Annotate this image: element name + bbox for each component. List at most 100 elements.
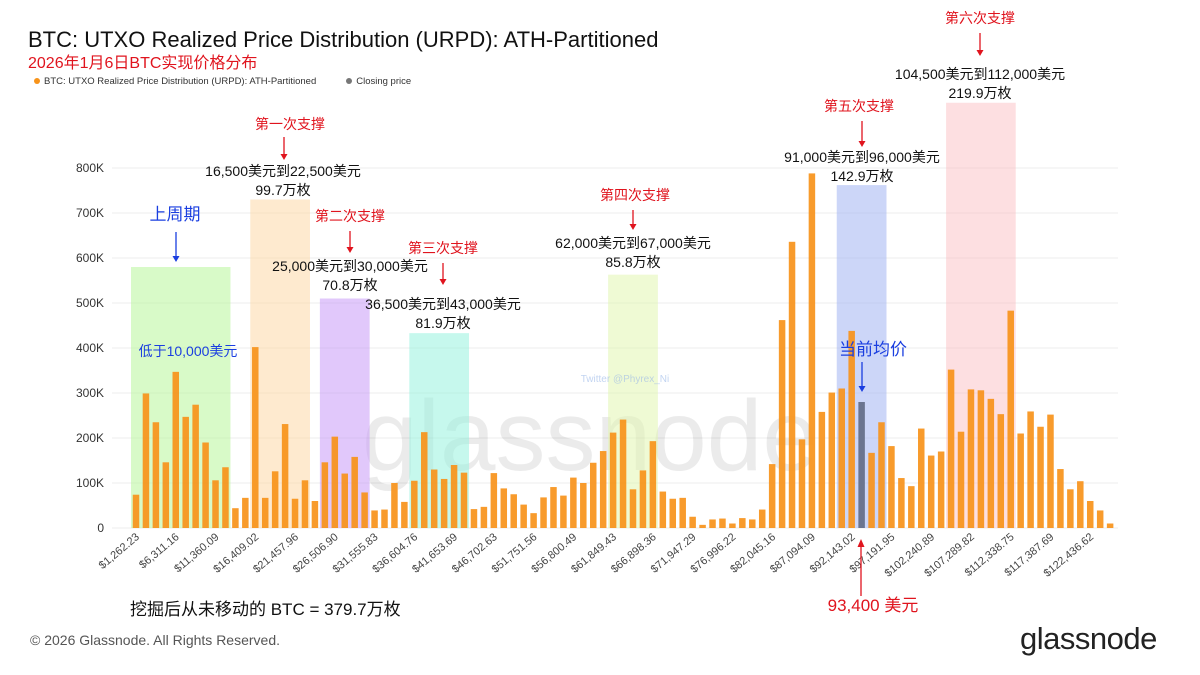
urpd-bar	[848, 330, 855, 528]
support-6-title: 第六次支撑	[945, 10, 1015, 26]
urpd-bar	[540, 497, 547, 528]
urpd-bar	[550, 487, 557, 528]
arrow-head-icon	[172, 256, 180, 262]
urpd-bar	[172, 371, 180, 528]
urpd-bar	[659, 491, 667, 528]
urpd-bar	[639, 470, 647, 528]
y-tick-label: 100K	[76, 476, 104, 490]
urpd-bar	[291, 498, 299, 528]
urpd-bar	[411, 480, 418, 528]
urpd-bar	[212, 480, 219, 528]
urpd-bar	[132, 494, 140, 528]
urpd-bar	[977, 390, 985, 528]
urpd-bar	[679, 497, 686, 528]
urpd-bar	[808, 173, 816, 528]
urpd-bar	[520, 504, 527, 528]
urpd-bar	[768, 464, 776, 528]
urpd-bar	[788, 241, 796, 529]
legend-dot-icon	[34, 78, 40, 85]
support-2-amount: 70.8万枚	[322, 277, 378, 293]
legend-dot-icon	[346, 78, 353, 85]
arrow-head-icon	[858, 386, 866, 392]
urpd-bar	[927, 455, 935, 528]
highlight-zone	[608, 274, 658, 528]
arrow-head-icon	[280, 154, 288, 160]
unmoved-btc-label: 挖掘后从未移动的 BTC = 379.7万枚	[130, 600, 401, 619]
urpd-bar	[470, 509, 478, 528]
urpd-bar	[908, 486, 915, 528]
support-4-range: 62,000美元到67,000美元	[555, 235, 711, 251]
support-3-range: 36,500美元到43,000美元	[365, 296, 521, 312]
support-5-amount: 142.9万枚	[830, 168, 894, 184]
urpd-bar	[202, 442, 209, 528]
urpd-bar	[987, 398, 995, 528]
support-4-title: 第四次支撑	[600, 187, 670, 203]
urpd-bar	[1057, 469, 1064, 528]
chart-title: BTC: UTXO Realized Price Distribution (U…	[28, 27, 659, 52]
arrow-head-icon	[439, 279, 447, 285]
urpd-bar	[301, 480, 309, 528]
support-5-title: 第五次支撑	[824, 98, 894, 114]
urpd-bar	[460, 472, 468, 528]
legend-item-closing-price[interactable]: Closing price	[346, 76, 411, 88]
urpd-bar	[560, 495, 567, 528]
urpd-bar	[222, 467, 229, 528]
urpd-bar	[758, 509, 766, 528]
urpd-bar	[1047, 414, 1054, 528]
urpd-bar	[947, 369, 955, 528]
y-tick-label: 700K	[76, 206, 104, 220]
urpd-bar	[321, 462, 329, 528]
arrow-head-icon	[976, 50, 984, 56]
legend-item-urpd[interactable]: BTC: UTXO Realized Price Distribution (U…	[34, 76, 316, 88]
y-tick-label: 0	[97, 521, 104, 535]
urpd-bar	[351, 456, 358, 528]
current-average-label: 当前均价	[839, 340, 907, 359]
urpd-bar	[898, 478, 905, 528]
current-price-label: 93,400 美元	[827, 596, 919, 615]
support-2-title: 第二次支撑	[315, 208, 385, 224]
y-tick-label: 500K	[76, 296, 104, 310]
urpd-bar	[878, 422, 885, 528]
urpd-bar	[142, 393, 150, 528]
urpd-bar	[580, 483, 587, 528]
arrow-head-icon	[857, 539, 865, 547]
support-5-range: 91,000美元到96,000美元	[784, 149, 940, 165]
urpd-bar	[232, 508, 239, 528]
urpd-bar	[888, 446, 895, 528]
urpd-bar	[510, 494, 517, 528]
urpd-bar	[440, 478, 448, 528]
urpd-bar	[629, 489, 637, 528]
urpd-bar	[749, 519, 756, 528]
support-6-range: 104,500美元到112,000美元	[894, 66, 1066, 82]
urpd-bar	[828, 392, 836, 528]
support-3-amount: 81.9万枚	[415, 315, 471, 331]
urpd-bar	[1067, 489, 1074, 528]
urpd-bar	[818, 411, 826, 528]
urpd-bar	[1027, 411, 1034, 528]
urpd-bar	[500, 488, 508, 528]
urpd-bar	[689, 516, 696, 528]
urpd-bar	[261, 497, 269, 528]
urpd-bar	[1017, 433, 1024, 528]
urpd-bar	[729, 523, 736, 528]
y-tick-label: 800K	[76, 161, 104, 175]
urpd-bar	[957, 431, 965, 528]
support-1-range: 16,500美元到22,500美元	[205, 163, 361, 179]
urpd-bar	[699, 524, 706, 528]
urpd-bar	[838, 388, 845, 528]
support-1-amount: 99.7万枚	[255, 182, 311, 198]
arrow-head-icon	[629, 224, 637, 230]
support-1-title: 第一次支撑	[255, 116, 325, 132]
urpd-bar	[450, 465, 458, 528]
highlight-zone	[409, 333, 470, 528]
urpd-bar	[649, 441, 657, 528]
urpd-bar	[281, 424, 289, 528]
urpd-bar	[599, 451, 607, 528]
x-tick-label: $1,262.23	[97, 531, 142, 572]
urpd-bar	[798, 439, 806, 528]
below-10k-label: 低于10,000美元	[138, 343, 238, 359]
urpd-bar	[430, 469, 438, 528]
urpd-bar	[242, 497, 249, 528]
previous-cycle-label: 上周期	[149, 205, 201, 224]
legend-label: BTC: UTXO Realized Price Distribution (U…	[44, 76, 317, 87]
